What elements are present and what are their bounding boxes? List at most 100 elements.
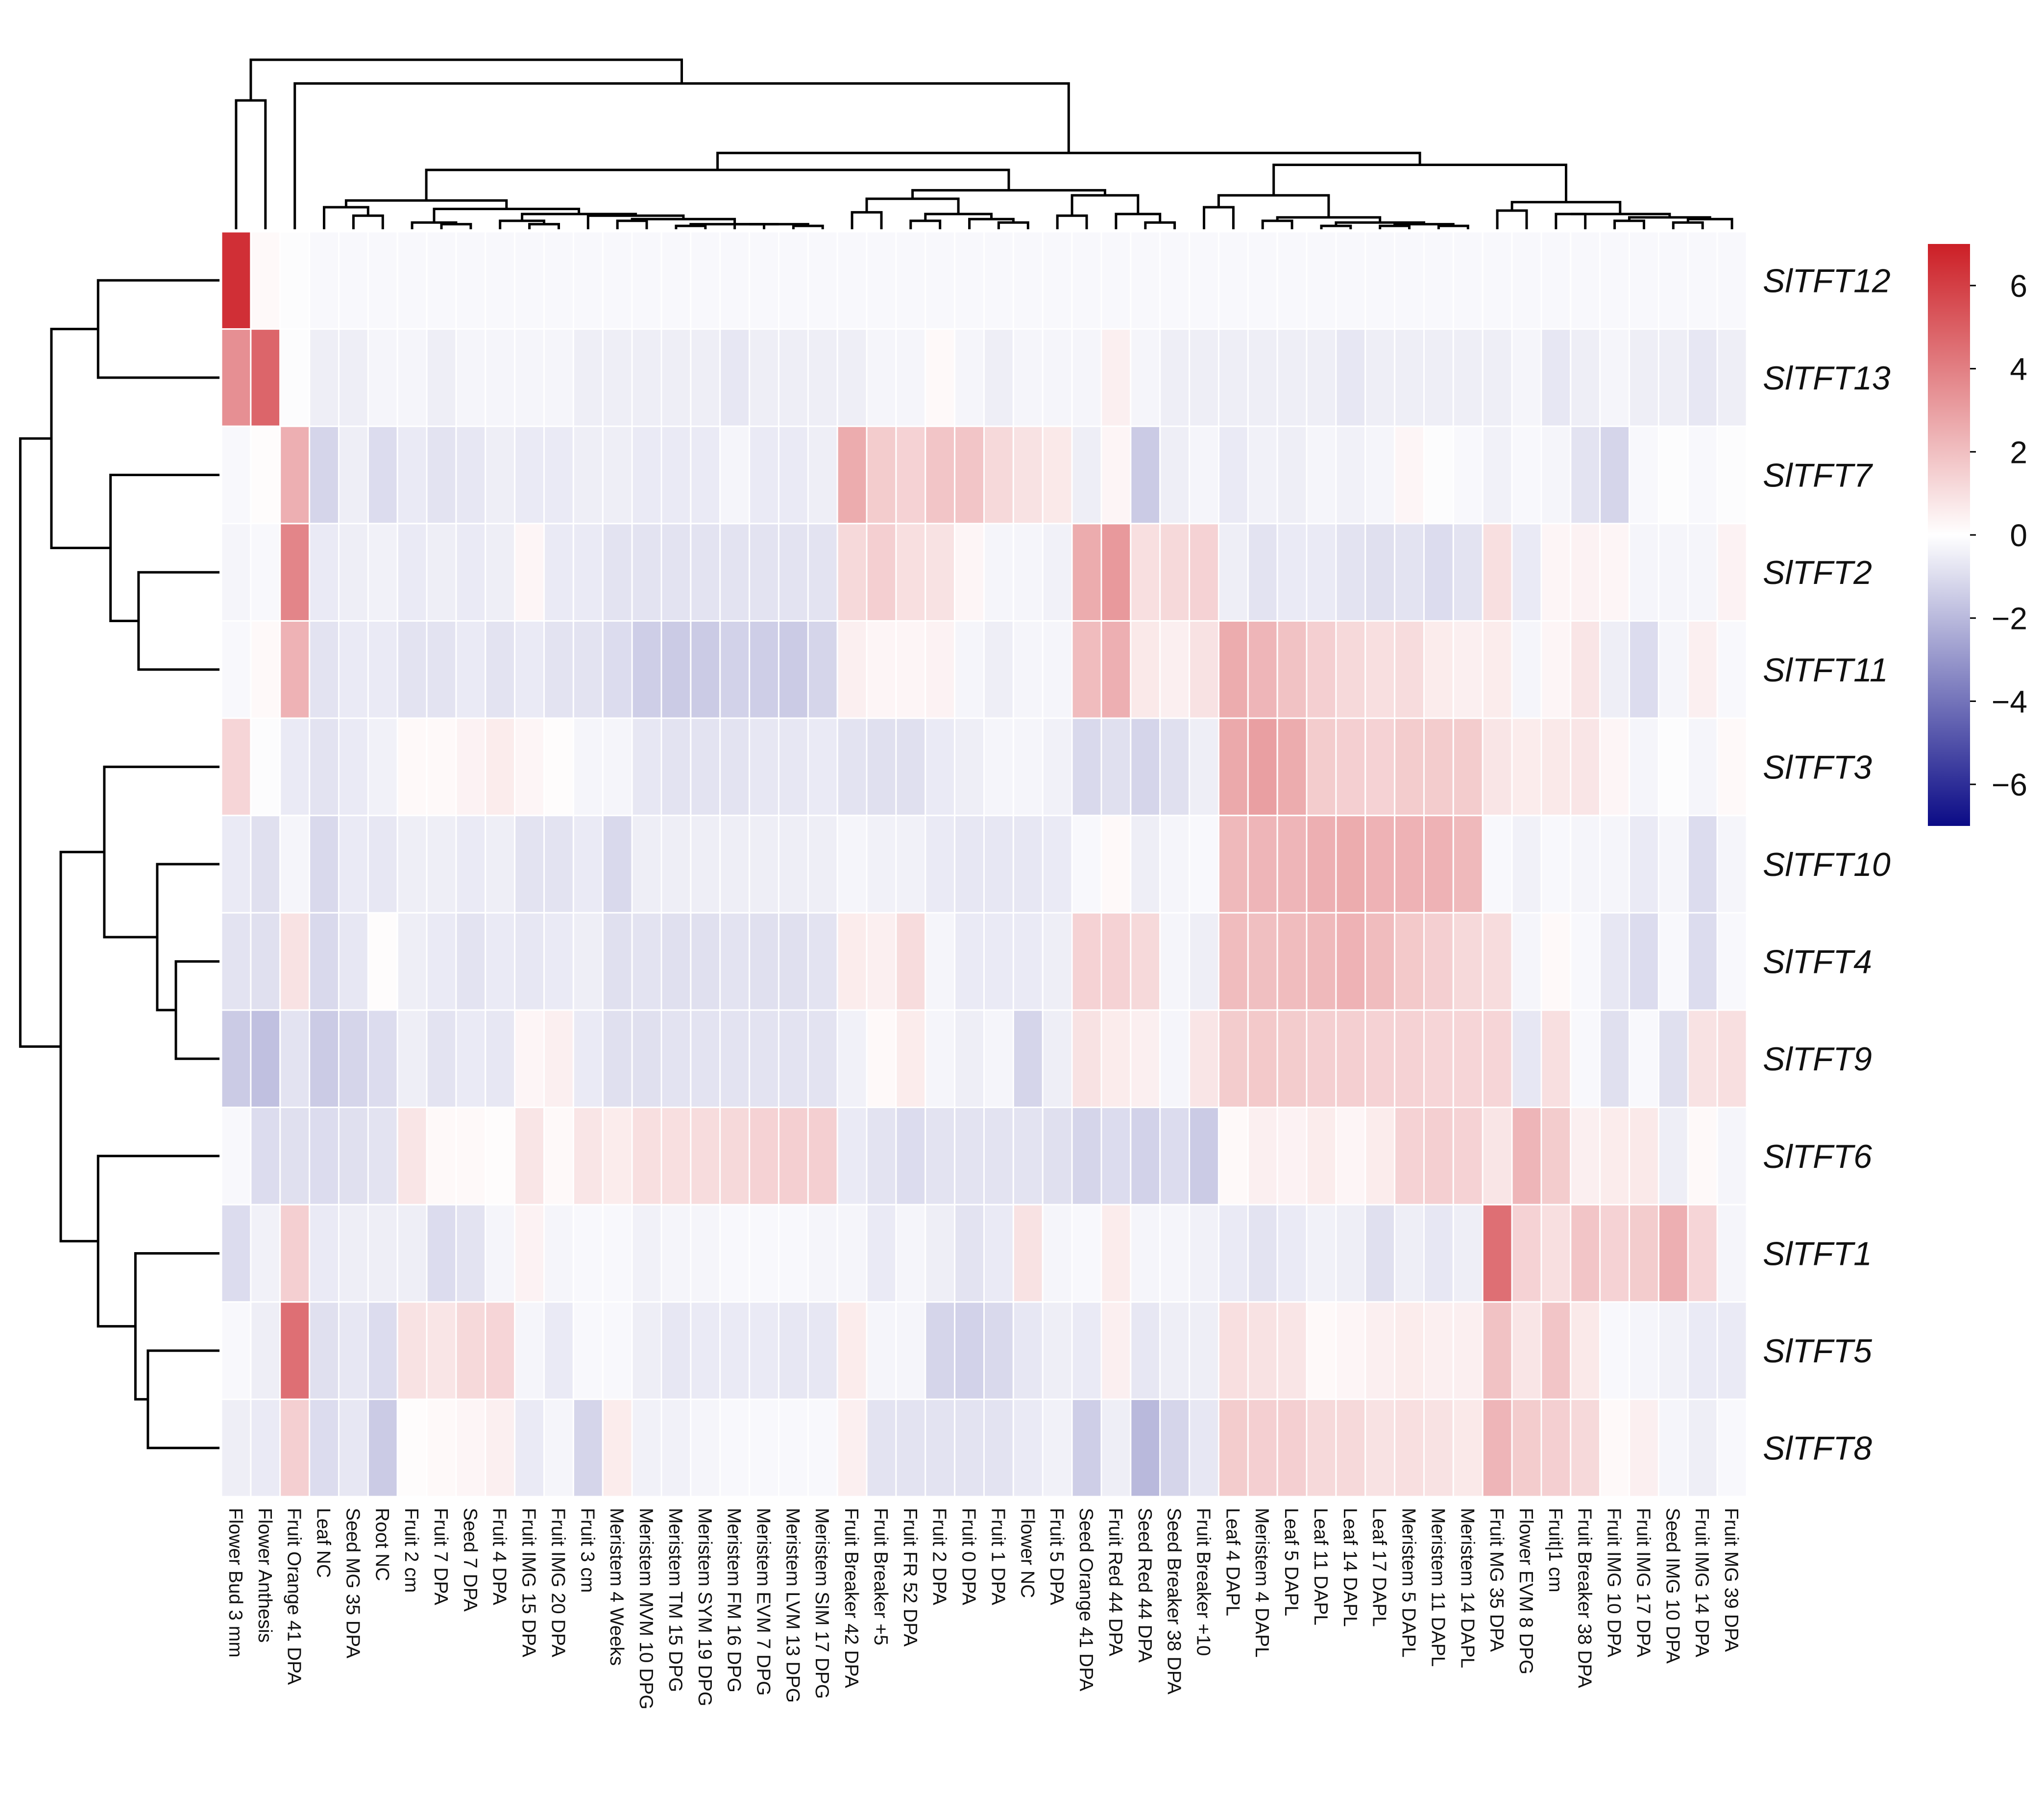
heatmap-cell: [1657, 620, 1689, 719]
heatmap-cell: [1100, 620, 1132, 719]
dendrogram-branch: [156, 863, 219, 1012]
dendrogram-branch: [425, 169, 1010, 201]
heatmap-cell: [1217, 717, 1249, 817]
heatmap-cell: [1716, 717, 1748, 817]
column-label: Meristem 11 DAPL: [1427, 1508, 1448, 1667]
heatmap-cell: [1306, 1204, 1337, 1303]
heatmap-cell: [338, 1301, 369, 1400]
row-label: SlTFT11: [1763, 652, 1888, 689]
heatmap-cell: [1276, 523, 1308, 622]
heatmap-cell: [572, 328, 604, 427]
heatmap-cell: [866, 1398, 897, 1498]
heatmap-cell: [1511, 1009, 1542, 1109]
heatmap-cell: [1423, 912, 1454, 1011]
dendrogram-branch: [851, 211, 883, 229]
heatmap-cell: [1130, 1398, 1161, 1498]
heatmap-cell: [778, 1301, 809, 1400]
heatmap-cell: [719, 328, 751, 427]
heatmap-cell: [1217, 1301, 1249, 1400]
column-label: Flower Anthesis: [254, 1508, 275, 1643]
heatmap-cell: [1306, 620, 1337, 719]
heatmap-cell: [1482, 328, 1513, 427]
column-label: Seed Red 44 DPA: [1134, 1508, 1155, 1663]
heatmap-cell: [602, 328, 633, 427]
heatmap-cell: [279, 1107, 311, 1206]
heatmap-cell: [631, 1301, 662, 1400]
heatmap-cell: [1599, 717, 1630, 817]
heatmap-cell: [396, 620, 428, 719]
heatmap-cell: [220, 425, 252, 525]
dendrogram-branch: [528, 223, 560, 229]
heatmap-cell: [279, 1301, 311, 1400]
heatmap-cell: [602, 523, 633, 622]
heatmap-cell: [983, 1107, 1014, 1206]
dendrogram-branch: [1144, 221, 1176, 229]
heatmap-cell: [954, 1009, 985, 1109]
heatmap-cell: [1540, 620, 1572, 719]
heatmap-cell: [866, 1107, 897, 1206]
column-label: Leaf 4 DAPL: [1222, 1508, 1243, 1616]
column-label: Flower EVM 8 DPG: [1515, 1508, 1536, 1674]
heatmap-cell: [631, 231, 662, 330]
column-label: Seed 7 DPA: [460, 1508, 481, 1612]
heatmap-cell: [279, 815, 311, 914]
heatmap-cell: [719, 717, 751, 817]
heatmap-cell: [719, 1009, 751, 1109]
heatmap-cell: [1306, 328, 1337, 427]
heatmap-cell: [983, 231, 1014, 330]
column-label: Meristem 5 DAPL: [1398, 1508, 1419, 1658]
heatmap-cell: [279, 523, 311, 622]
heatmap-cell: [338, 1107, 369, 1206]
heatmap-cell: [338, 912, 369, 1011]
heatmap-cell: [895, 1107, 926, 1206]
heatmap-cell: [660, 1398, 692, 1498]
dendrogram-branch: [50, 328, 111, 549]
heatmap-cell: [1364, 328, 1396, 427]
heatmap-cell: [572, 717, 604, 817]
heatmap-cell: [1511, 620, 1542, 719]
dendrogram-branch: [1203, 206, 1235, 229]
heatmap-cell: [1335, 1301, 1366, 1400]
heatmap-cell: [1159, 815, 1191, 914]
heatmap-cell: [836, 717, 868, 817]
heatmap-cell: [925, 328, 956, 427]
heatmap-cell: [1159, 1398, 1191, 1498]
heatmap-cell: [220, 1398, 252, 1498]
heatmap-cell: [631, 523, 662, 622]
heatmap-cell: [778, 231, 809, 330]
heatmap-cell: [309, 1204, 340, 1303]
dendrogram-branch: [968, 218, 1015, 229]
heatmap-cell: [602, 717, 633, 817]
heatmap-cell: [1570, 1107, 1601, 1206]
heatmap-cell: [983, 620, 1014, 719]
heatmap-cell: [1306, 912, 1337, 1011]
column-label: Fruit Orange 41 DPA: [284, 1508, 305, 1685]
column-label: Fruit 5 DPA: [1046, 1508, 1067, 1605]
heatmap-cell: [807, 912, 838, 1011]
heatmap-cell: [279, 912, 311, 1011]
heatmap-cell: [1247, 1107, 1278, 1206]
heatmap-cell: [572, 1398, 604, 1498]
column-label: Leaf 14 DAPL: [1339, 1508, 1361, 1627]
heatmap-cell: [220, 912, 252, 1011]
heatmap-cell: [1130, 425, 1161, 525]
colorbar-tick-label: 2: [2010, 435, 2027, 470]
dendrogram-branch: [1613, 219, 1645, 229]
heatmap-cell: [1423, 815, 1454, 914]
heatmap-cell: [250, 328, 281, 427]
heatmap-cell: [1217, 1398, 1249, 1498]
heatmap-cell: [572, 815, 604, 914]
heatmap-cell: [1394, 523, 1425, 622]
heatmap-cell: [1452, 717, 1484, 817]
dendrogram-branch: [792, 224, 824, 229]
dendrogram-branch: [716, 151, 1421, 170]
heatmap-cell: [1423, 1398, 1454, 1498]
heatmap-cell: [660, 912, 692, 1011]
heatmap-cell: [543, 620, 574, 719]
heatmap-cell: [1394, 1107, 1425, 1206]
heatmap-cell: [1687, 620, 1718, 719]
heatmap-cell: [1716, 815, 1748, 914]
column-label: Fruit IMG 20 DPA: [548, 1508, 569, 1657]
heatmap-cell: [485, 1009, 516, 1109]
heatmap-cell: [367, 1301, 398, 1400]
